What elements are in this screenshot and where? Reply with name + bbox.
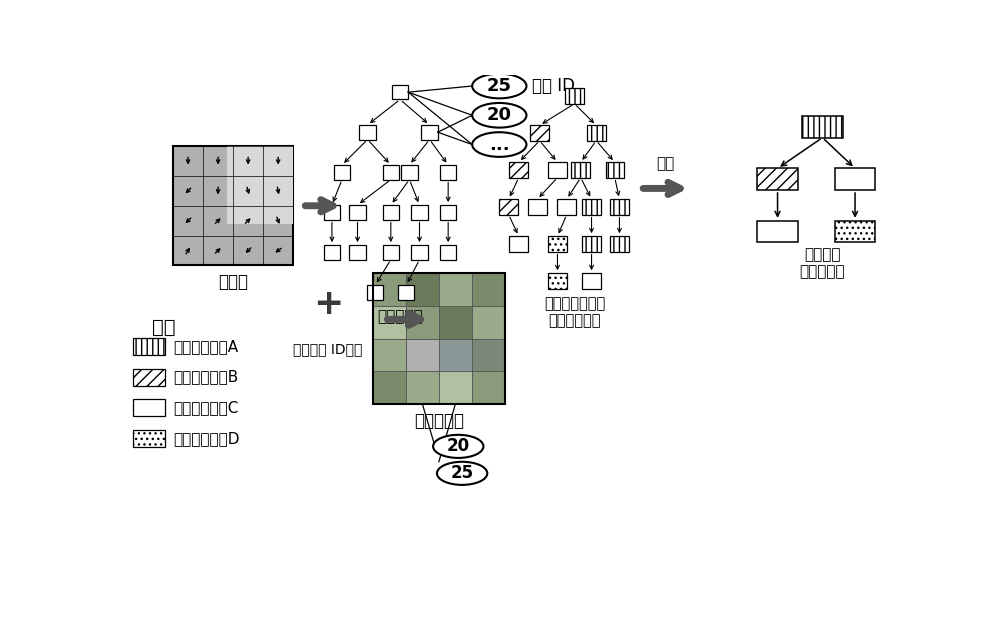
Bar bbox=[610, 199, 629, 214]
Bar bbox=[548, 236, 567, 251]
Bar bbox=[565, 88, 584, 103]
Text: 土地利用类型A: 土地利用类型A bbox=[173, 339, 238, 354]
Bar bbox=[373, 273, 505, 404]
Bar bbox=[406, 371, 439, 404]
Bar bbox=[324, 245, 340, 260]
Text: 土地利用图: 土地利用图 bbox=[414, 412, 464, 429]
Ellipse shape bbox=[437, 461, 487, 485]
Bar bbox=[548, 273, 567, 288]
Bar bbox=[509, 236, 528, 251]
Bar bbox=[373, 339, 406, 371]
Text: 地块及其
上下游关系: 地块及其 上下游关系 bbox=[800, 247, 845, 280]
Bar bbox=[133, 399, 165, 416]
Bar bbox=[383, 165, 399, 179]
Bar bbox=[406, 339, 439, 371]
Text: 土地利用类型D: 土地利用类型D bbox=[173, 431, 240, 446]
Bar bbox=[472, 273, 505, 306]
Text: 土地利用类型B: 土地利用类型B bbox=[173, 369, 238, 384]
Ellipse shape bbox=[472, 74, 526, 98]
Bar bbox=[606, 162, 624, 177]
Text: 带土地利用信息
的流向栎格树: 带土地利用信息 的流向栎格树 bbox=[544, 296, 605, 329]
Text: 20: 20 bbox=[487, 107, 512, 124]
Bar bbox=[373, 306, 406, 339]
Bar bbox=[133, 338, 165, 355]
Bar bbox=[440, 205, 456, 219]
Text: +: + bbox=[313, 287, 343, 321]
Bar bbox=[440, 245, 456, 260]
Ellipse shape bbox=[472, 132, 526, 157]
Bar bbox=[802, 116, 843, 137]
Bar bbox=[359, 125, 376, 140]
Bar bbox=[582, 199, 601, 214]
Bar bbox=[373, 371, 406, 404]
Bar bbox=[582, 236, 601, 251]
Bar bbox=[472, 339, 505, 371]
Bar bbox=[383, 245, 399, 260]
Text: 25: 25 bbox=[451, 465, 474, 482]
Text: 流向图: 流向图 bbox=[218, 273, 248, 291]
Bar bbox=[757, 169, 798, 190]
Bar bbox=[367, 285, 383, 300]
Bar bbox=[571, 162, 590, 177]
Bar bbox=[835, 169, 875, 190]
Bar bbox=[173, 146, 293, 265]
Bar bbox=[557, 199, 576, 214]
Text: 土地利用类型C: 土地利用类型C bbox=[173, 401, 238, 415]
Bar bbox=[472, 306, 505, 339]
Bar bbox=[406, 306, 439, 339]
Bar bbox=[411, 205, 428, 219]
Text: 图例: 图例 bbox=[152, 318, 176, 337]
Ellipse shape bbox=[433, 435, 483, 458]
Bar bbox=[587, 125, 606, 140]
Text: 合并: 合并 bbox=[656, 157, 675, 172]
Bar bbox=[349, 205, 366, 219]
Bar bbox=[227, 146, 293, 224]
Bar bbox=[548, 162, 567, 177]
Bar bbox=[324, 205, 340, 219]
Bar bbox=[439, 339, 472, 371]
Bar bbox=[530, 125, 549, 140]
Text: 通过栎格 ID叠加: 通过栎格 ID叠加 bbox=[293, 342, 363, 356]
Text: 流向栎格树: 流向栎格树 bbox=[377, 309, 423, 324]
Bar bbox=[499, 199, 518, 214]
Bar bbox=[440, 165, 456, 179]
Text: 20: 20 bbox=[447, 438, 470, 455]
Bar bbox=[398, 285, 414, 300]
Bar bbox=[528, 199, 547, 214]
Bar bbox=[373, 273, 406, 306]
Bar bbox=[349, 245, 366, 260]
Bar bbox=[334, 165, 350, 179]
Text: 25: 25 bbox=[487, 77, 512, 95]
Ellipse shape bbox=[472, 103, 526, 128]
Bar bbox=[835, 221, 875, 242]
Bar bbox=[439, 306, 472, 339]
Bar bbox=[610, 236, 629, 251]
Bar bbox=[509, 162, 528, 177]
Bar bbox=[411, 245, 428, 260]
Bar bbox=[406, 273, 439, 306]
Bar bbox=[401, 165, 418, 179]
Bar bbox=[421, 125, 438, 140]
Text: ...: ... bbox=[489, 135, 510, 154]
Bar bbox=[383, 205, 399, 219]
Text: 栎格 ID: 栎格 ID bbox=[532, 77, 575, 95]
Bar bbox=[472, 371, 505, 404]
Bar bbox=[133, 369, 165, 386]
Bar bbox=[133, 430, 165, 447]
Bar bbox=[439, 273, 472, 306]
Bar bbox=[757, 221, 798, 242]
Bar bbox=[582, 273, 601, 288]
Bar bbox=[392, 85, 408, 100]
Bar bbox=[439, 371, 472, 404]
